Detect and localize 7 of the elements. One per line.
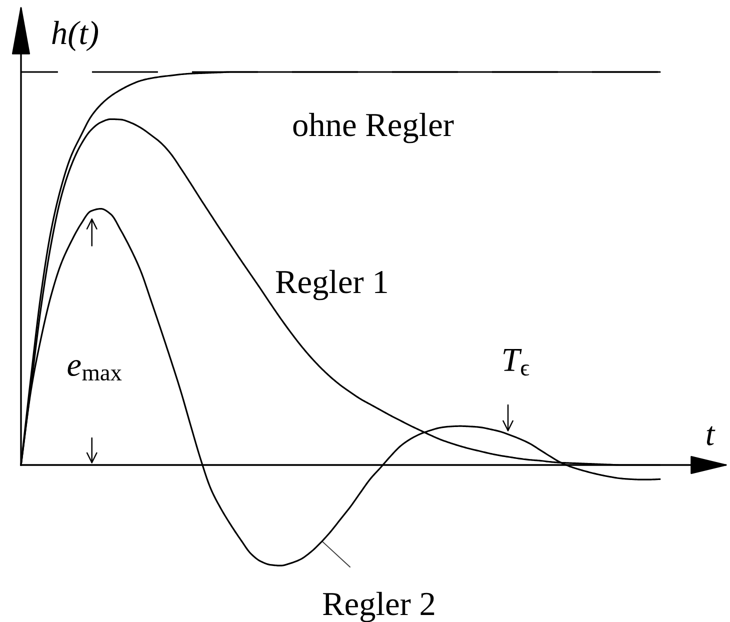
annotation: T$_{ϵ}$ [504, 349, 530, 376]
y-axis-title: h(t) [52, 20, 98, 52]
series-label: Regler 2 [323, 592, 434, 622]
series-label: Regler 1 [276, 270, 387, 300]
annotation: e$_{max}$ [68, 360, 122, 381]
series-label: ohne Regler [293, 112, 454, 144]
x-axis-title: t [706, 426, 716, 446]
